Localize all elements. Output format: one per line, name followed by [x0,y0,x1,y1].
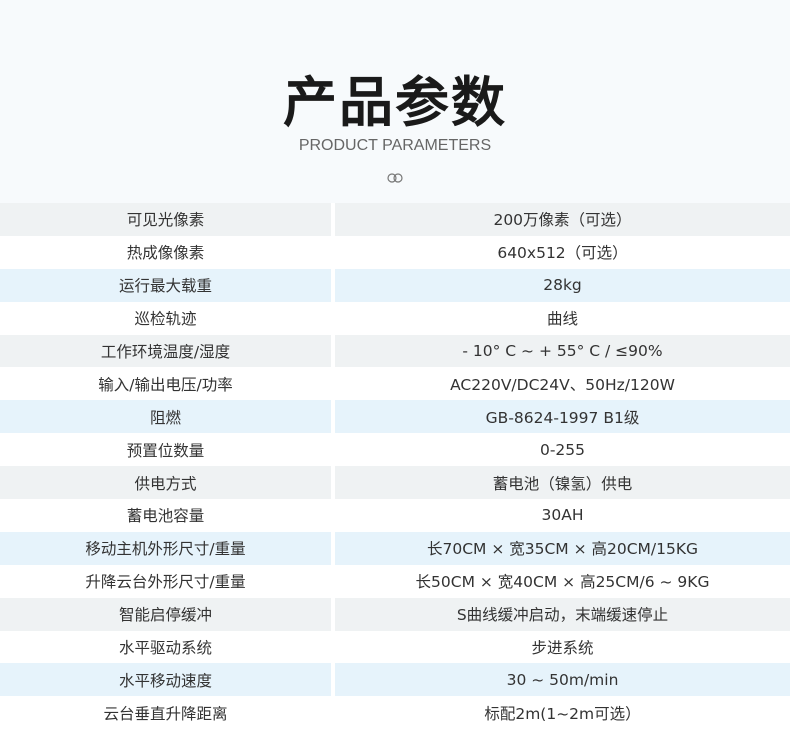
param-value: 标配2m(1~2m可选） [335,696,790,729]
param-value: 长50CM × 宽40CM × 高25CM/6 ~ 9KG [335,564,790,598]
table-row: 热成像像素 640x512（可选） [0,235,790,269]
parameter-table: 可见光像素 200万像素（可选） 热成像像素 640x512（可选） 运行最大载重 28k… [0,203,790,729]
table-row: 预置位数量 0-255 [0,433,790,467]
param-value: 200万像素（可选） [335,203,790,236]
table-row: 供电方式 蓄电池（镍氢）供电 [0,466,790,500]
param-value: - 10° C ~ + 55° C / ≤90% [335,334,790,368]
param-value: 步进系统 [335,630,790,664]
param-value: AC220V/DC24V、50Hz/120W [335,367,790,401]
table-row: 水平驱动系统 步进系统 [0,630,790,664]
header: 产品参数 PRODUCT PARAMETERS [0,0,790,203]
table-row: 智能启停缓冲 S曲线缓冲启动，末端缓速停止 [0,597,790,631]
param-label: 移动主机外形尺寸/重量 [0,531,331,565]
table-row: 可见光像素 200万像素（可选） [0,203,790,236]
param-label: 可见光像素 [0,203,331,236]
param-label: 水平移动速度 [0,663,331,697]
table-row: 蓄电池容量 30AH [0,499,790,532]
param-label: 巡检轨迹 [0,301,331,335]
param-label: 热成像像素 [0,235,331,269]
page-subtitle: PRODUCT PARAMETERS [298,137,492,154]
param-label: 工作环境温度/湿度 [0,334,331,368]
table-row: 运行最大载重 28kg [0,268,790,302]
table-row: 输入/输出电压/功率 AC220V/DC24V、50Hz/120W [0,367,790,401]
param-value: 蓄电池（镍氢）供电 [335,466,790,500]
table-row: 升降云台外形尺寸/重量 长50CM × 宽40CM × 高25CM/6 ~ 9KG [0,564,790,598]
param-value: GB-8624-1997 B1级 [335,400,790,434]
param-label: 智能启停缓冲 [0,597,331,631]
param-label: 蓄电池容量 [0,499,331,532]
param-value: 640x512（可选） [335,235,790,269]
table-row: 工作环境温度/湿度 - 10° C ~ + 55° C / ≤90% [0,334,790,368]
param-label: 预置位数量 [0,433,331,467]
param-label: 运行最大载重 [0,268,331,302]
param-value: 30 ~ 50m/min [335,663,790,697]
param-label: 水平驱动系统 [0,630,331,664]
table-row: 阻燃 GB-8624-1997 B1级 [0,400,790,434]
table-row: 水平移动速度 30 ~ 50m/min [0,663,790,697]
param-label: 阻燃 [0,400,331,434]
param-label: 供电方式 [0,466,331,500]
double-ring-icon [387,173,403,183]
page-title: 产品参数 [283,71,507,134]
param-value: 长70CM × 宽35CM × 高20CM/15KG [335,531,790,565]
table-row: 云台垂直升降距离 标配2m(1~2m可选） [0,696,790,729]
param-value: 曲线 [335,301,790,335]
table-row: 巡检轨迹 曲线 [0,301,790,335]
param-label: 云台垂直升降距离 [0,696,331,729]
param-label: 输入/输出电压/功率 [0,367,331,401]
param-value: S曲线缓冲启动，末端缓速停止 [335,597,790,631]
param-value: 0-255 [335,433,790,467]
param-value: 28kg [335,268,790,302]
param-value: 30AH [335,499,790,532]
param-label: 升降云台外形尺寸/重量 [0,564,331,598]
table-row: 移动主机外形尺寸/重量 长70CM × 宽35CM × 高20CM/15KG [0,531,790,565]
